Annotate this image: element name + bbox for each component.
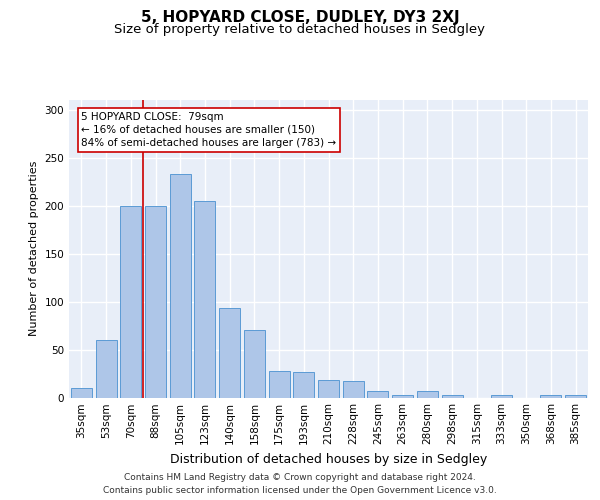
Bar xyxy=(120,206,141,398)
Bar xyxy=(219,308,240,398)
Bar xyxy=(491,394,512,398)
Bar xyxy=(417,391,438,398)
Bar xyxy=(565,394,586,398)
Bar xyxy=(367,391,388,398)
Text: 5, HOPYARD CLOSE, DUDLEY, DY3 2XJ: 5, HOPYARD CLOSE, DUDLEY, DY3 2XJ xyxy=(140,10,460,25)
Bar xyxy=(392,394,413,398)
Bar xyxy=(95,340,116,398)
Text: Contains HM Land Registry data © Crown copyright and database right 2024.
Contai: Contains HM Land Registry data © Crown c… xyxy=(103,474,497,495)
Bar xyxy=(145,206,166,398)
Bar xyxy=(244,330,265,398)
Bar xyxy=(194,201,215,398)
Bar xyxy=(343,381,364,398)
Text: 5 HOPYARD CLOSE:  79sqm
← 16% of detached houses are smaller (150)
84% of semi-d: 5 HOPYARD CLOSE: 79sqm ← 16% of detached… xyxy=(82,112,337,148)
Bar xyxy=(293,372,314,398)
Y-axis label: Number of detached properties: Number of detached properties xyxy=(29,161,39,336)
Text: Size of property relative to detached houses in Sedgley: Size of property relative to detached ho… xyxy=(115,22,485,36)
Bar xyxy=(442,394,463,398)
X-axis label: Distribution of detached houses by size in Sedgley: Distribution of detached houses by size … xyxy=(170,453,487,466)
Bar xyxy=(170,174,191,398)
Bar xyxy=(541,394,562,398)
Bar xyxy=(318,380,339,398)
Bar xyxy=(71,388,92,398)
Bar xyxy=(269,370,290,398)
